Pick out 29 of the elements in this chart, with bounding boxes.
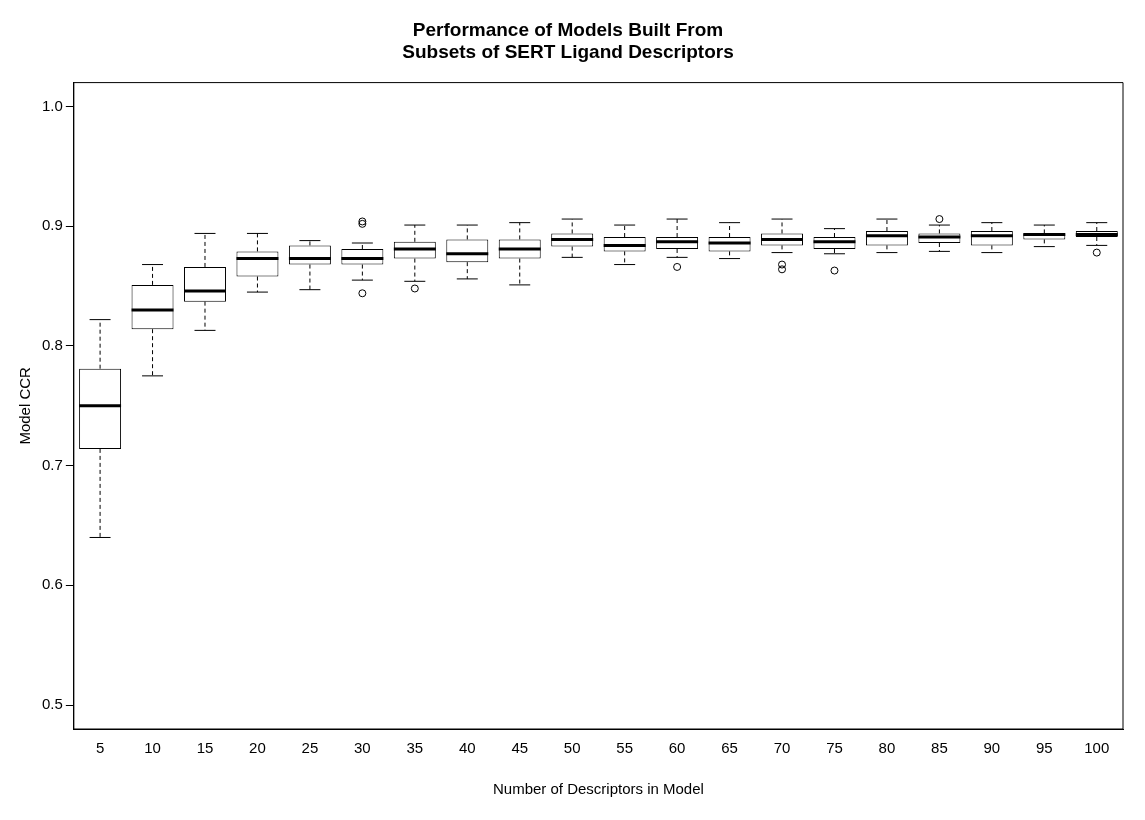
y-tick-label: 1.0 xyxy=(41,96,63,114)
x-tick-label: 85 xyxy=(931,739,948,757)
x-tick-label: 90 xyxy=(983,739,1001,757)
y-tick-label: 0.9 xyxy=(41,216,63,234)
x-tick-label: 30 xyxy=(354,739,371,757)
y-tick-label: 0.6 xyxy=(41,575,63,593)
x-tick-label: 25 xyxy=(301,739,319,757)
x-tick-label: 15 xyxy=(196,739,214,757)
x-tick-label: 40 xyxy=(458,739,476,757)
x-tick-label: 80 xyxy=(878,739,896,757)
x-tick-label: 50 xyxy=(563,739,581,757)
x-tick-label: 95 xyxy=(1035,739,1053,757)
y-tick-label: 0.5 xyxy=(41,695,63,713)
x-tick-label: 75 xyxy=(826,739,843,757)
x-tick-label: 70 xyxy=(773,739,791,757)
y-axis-title: Model CCR xyxy=(16,366,34,445)
x-tick-label: 20 xyxy=(249,739,266,757)
x-tick-label: 5 xyxy=(95,739,105,757)
x-tick-label: 55 xyxy=(616,739,633,757)
x-tick-label: 45 xyxy=(511,739,529,757)
y-tick-label: 0.8 xyxy=(41,336,63,354)
y-tick-label: 0.7 xyxy=(41,455,63,473)
x-tick-label: 10 xyxy=(144,739,161,757)
x-axis-title: Number of Descriptors in Model xyxy=(492,780,704,798)
chart-title: Performance of Models Built From Subsets of SERT Ligand Descriptors xyxy=(402,18,734,63)
x-tick-label: 35 xyxy=(406,739,424,757)
x-tick-label: 65 xyxy=(721,739,738,757)
x-tick-label: 100 xyxy=(1084,739,1110,757)
x-tick-label: 60 xyxy=(668,739,686,757)
